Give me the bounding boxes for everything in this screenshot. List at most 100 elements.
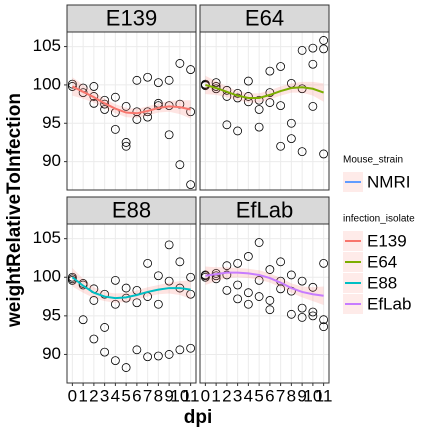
x-tick-label: 5 <box>121 386 130 405</box>
point <box>276 284 286 294</box>
point <box>121 283 131 293</box>
point <box>186 343 196 353</box>
point <box>164 240 174 250</box>
point <box>143 72 153 82</box>
point <box>121 363 131 372</box>
point <box>175 59 185 68</box>
strip <box>66 4 197 33</box>
point <box>67 79 77 89</box>
point <box>100 347 110 357</box>
point <box>143 258 153 268</box>
x-tick-label: 3 <box>233 386 242 405</box>
point <box>110 92 120 102</box>
point <box>286 270 296 280</box>
point <box>100 99 110 109</box>
point <box>89 296 99 305</box>
x-tick-label: 3 <box>100 386 109 405</box>
point <box>243 76 253 86</box>
x-tick-label: 0 <box>68 386 77 405</box>
strip-label: EfLab <box>236 197 294 222</box>
point <box>286 118 296 128</box>
x-tick-label: 6 <box>265 386 274 405</box>
point <box>297 147 307 157</box>
point <box>153 101 163 111</box>
point <box>175 160 185 170</box>
point <box>265 305 275 315</box>
point <box>110 356 120 366</box>
y-tick-label: 100 <box>33 267 61 286</box>
legend-label: E88 <box>367 273 397 292</box>
point <box>143 352 153 362</box>
point <box>186 180 196 190</box>
point <box>254 292 264 301</box>
point <box>308 307 318 317</box>
point <box>233 93 243 103</box>
point <box>222 120 232 130</box>
point <box>132 345 142 355</box>
point <box>319 315 329 325</box>
point <box>143 112 153 122</box>
point <box>153 78 163 88</box>
point <box>222 261 232 271</box>
strip <box>66 196 197 225</box>
x-tick-label: 9 <box>297 386 306 405</box>
point <box>132 298 142 308</box>
panel-background <box>67 224 196 383</box>
x-tick-label: 8 <box>287 386 296 405</box>
strip-label: E88 <box>112 197 151 222</box>
x-tick-label: 10 <box>170 386 189 405</box>
point <box>286 134 296 144</box>
point <box>319 44 329 54</box>
point <box>222 270 232 280</box>
point <box>254 95 264 105</box>
x-tick-label: 5 <box>254 386 263 405</box>
y-tick-label: 105 <box>33 228 61 247</box>
x-tick-label: 7 <box>143 386 152 405</box>
point <box>89 92 99 101</box>
legend-label: E139 <box>367 231 407 250</box>
point <box>233 280 243 290</box>
point <box>254 275 264 285</box>
strip-label: E139 <box>106 5 157 30</box>
point <box>243 299 253 309</box>
point <box>164 75 174 85</box>
point <box>78 88 88 97</box>
x-tick-label: 2 <box>222 386 231 405</box>
point <box>265 265 275 274</box>
x-tick-label: 11 <box>315 386 333 405</box>
confidence-ribbon <box>205 266 324 306</box>
point <box>308 43 318 53</box>
smooth-line <box>71 85 191 115</box>
point <box>254 122 264 132</box>
smooth-line <box>205 83 324 99</box>
legend-label: NMRI <box>367 172 410 191</box>
point <box>78 315 88 325</box>
point <box>308 311 318 321</box>
point <box>276 62 286 71</box>
point <box>100 105 110 114</box>
point <box>153 271 163 281</box>
point <box>297 312 307 322</box>
x-tick-label: 4 <box>244 386 253 405</box>
x-axis-title: dpi <box>184 407 213 428</box>
point <box>276 257 286 267</box>
point <box>175 345 185 355</box>
strip <box>199 196 330 225</box>
point <box>319 36 329 45</box>
y-axis-title: weightRelativeToInfection <box>4 93 25 328</box>
point <box>319 258 329 268</box>
confidence-ribbon <box>205 75 324 103</box>
x-tick-label: 2 <box>89 386 98 405</box>
x-tick-label: 6 <box>132 386 141 405</box>
point <box>164 130 174 140</box>
point <box>233 258 243 268</box>
confidence-ribbon <box>72 267 191 303</box>
x-tick-label: 8 <box>154 386 163 405</box>
smooth-line <box>71 276 191 300</box>
legend-label: E64 <box>367 252 397 271</box>
panel-background <box>67 32 196 190</box>
point <box>186 65 196 74</box>
panel-background <box>200 224 329 383</box>
x-tick-label: 10 <box>303 386 322 405</box>
